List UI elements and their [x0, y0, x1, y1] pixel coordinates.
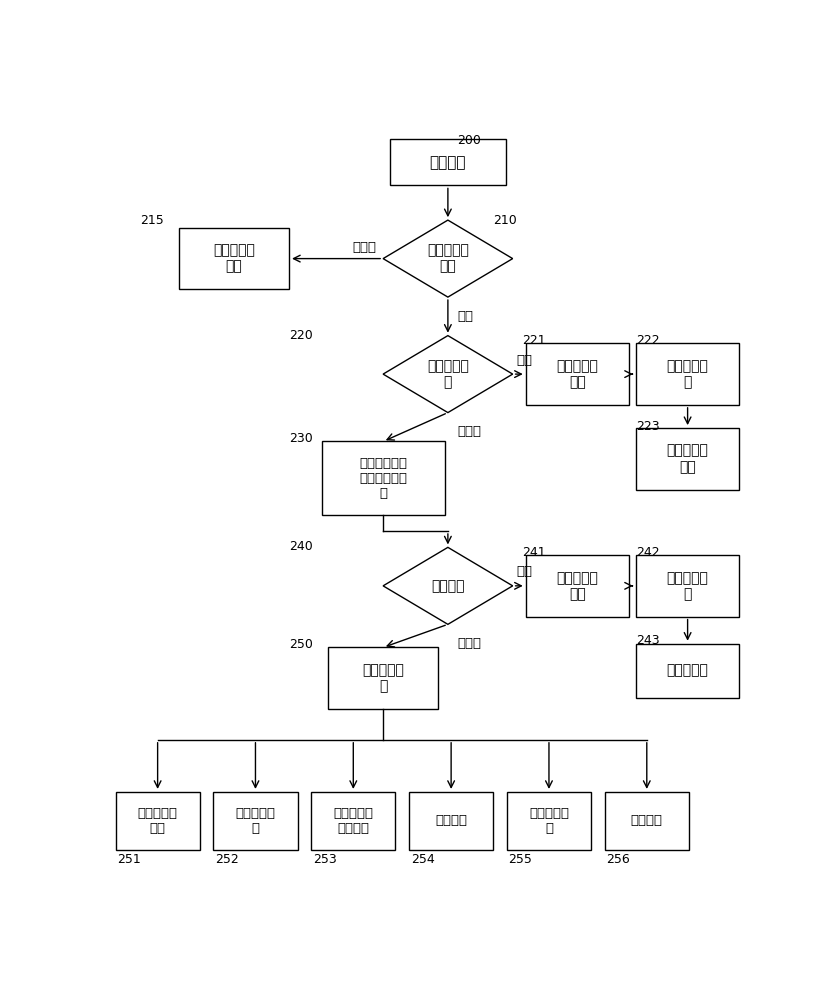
- Text: 第一道门锁
打开: 第一道门锁 打开: [557, 359, 599, 389]
- Text: 255: 255: [508, 853, 532, 866]
- Bar: [115, 792, 200, 850]
- Text: 200: 200: [457, 134, 482, 147]
- Text: 播放语音: 播放语音: [435, 814, 467, 827]
- Bar: [507, 792, 591, 850]
- Text: 通知各方人
员: 通知各方人 员: [529, 807, 569, 835]
- Text: 未通过: 未通过: [457, 425, 482, 438]
- Text: 243: 243: [635, 634, 660, 647]
- Bar: [635, 644, 739, 698]
- Text: 视频对比认
证: 视频对比认 证: [427, 359, 469, 389]
- Text: 254: 254: [411, 853, 435, 866]
- Text: 252: 252: [215, 853, 238, 866]
- Bar: [635, 555, 739, 617]
- Bar: [311, 792, 395, 850]
- Text: 未通过: 未通过: [353, 241, 376, 254]
- Bar: [526, 343, 630, 405]
- Text: 223: 223: [635, 420, 660, 433]
- Text: 241: 241: [522, 546, 546, 559]
- Text: 警报响起: 警报响起: [631, 814, 663, 827]
- Text: 221: 221: [522, 334, 546, 347]
- Bar: [328, 647, 438, 709]
- Text: 253: 253: [314, 853, 337, 866]
- Bar: [179, 228, 289, 289]
- Polygon shape: [383, 547, 512, 624]
- Text: 通过: 通过: [516, 354, 532, 367]
- Bar: [635, 428, 739, 490]
- Text: 242: 242: [635, 546, 660, 559]
- Polygon shape: [383, 336, 512, 413]
- Bar: [526, 555, 630, 617]
- Text: 未通过: 未通过: [457, 637, 482, 650]
- Text: 通过: 通过: [516, 565, 532, 578]
- Polygon shape: [383, 220, 512, 297]
- Text: 240: 240: [289, 540, 313, 553]
- Text: 关闭第二道
门锁: 关闭第二道 门锁: [138, 807, 177, 835]
- Bar: [635, 343, 739, 405]
- Text: 215: 215: [140, 214, 164, 227]
- Text: 第一道门锁打
开，并发送信
息: 第一道门锁打 开，并发送信 息: [359, 457, 407, 500]
- Text: 门禁卡初次
认证: 门禁卡初次 认证: [427, 243, 469, 274]
- Bar: [390, 139, 507, 185]
- Text: 通过: 通过: [457, 310, 474, 323]
- Text: 第二道门锁
打开: 第二道门锁 打开: [666, 444, 709, 474]
- Text: 222: 222: [635, 334, 660, 347]
- Text: 启动预警模
式: 启动预警模 式: [362, 663, 404, 693]
- Text: 256: 256: [607, 853, 630, 866]
- Text: 二次认证: 二次认证: [431, 579, 465, 593]
- Text: 第一道门锁
关闭: 第一道门锁 关闭: [213, 243, 255, 274]
- Text: 通知物业公
司: 通知物业公 司: [666, 571, 709, 601]
- Text: 251: 251: [117, 853, 141, 866]
- Text: 联系持卡人: 联系持卡人: [666, 664, 709, 678]
- Text: 220: 220: [289, 329, 313, 342]
- Text: 采集持卡人
视频信息: 采集持卡人 视频信息: [334, 807, 374, 835]
- Text: 关闭自锁门
锁: 关闭自锁门 锁: [236, 807, 275, 835]
- Text: 刷门禁卡: 刷门禁卡: [430, 155, 466, 170]
- Text: 210: 210: [493, 214, 517, 227]
- Bar: [322, 441, 445, 515]
- Text: 250: 250: [289, 638, 313, 651]
- Bar: [604, 792, 689, 850]
- Text: 230: 230: [289, 432, 313, 445]
- Bar: [213, 792, 298, 850]
- Text: 第二道门锁
打开: 第二道门锁 打开: [557, 571, 599, 601]
- Bar: [409, 792, 493, 850]
- Text: 播放欢迎语
音: 播放欢迎语 音: [666, 359, 709, 389]
